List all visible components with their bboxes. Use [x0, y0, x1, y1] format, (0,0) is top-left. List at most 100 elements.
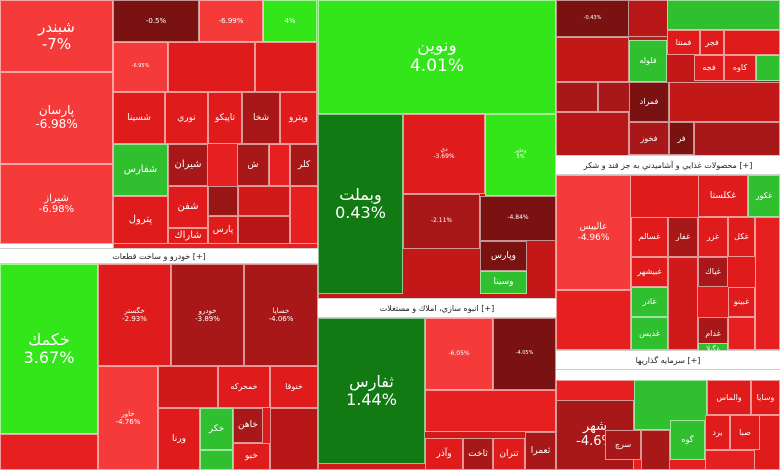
tile-change-label: -6.98%	[38, 204, 75, 215]
treemap-tile[interactable]: فمنتا	[667, 30, 700, 55]
treemap-tile[interactable]: خودرو -3.89%	[171, 264, 244, 366]
treemap-tile[interactable]: وبملت 0.43%	[318, 114, 403, 294]
treemap-tile[interactable]: خنوقا	[270, 366, 318, 408]
treemap-tile[interactable]: غديس	[631, 317, 668, 350]
treemap-tile[interactable]: فخوز	[629, 122, 669, 155]
treemap-tile[interactable]: -0.43%	[556, 0, 629, 37]
tile-symbol: ثعمرا	[530, 445, 551, 456]
tile-symbol: غياك	[705, 267, 721, 277]
treemap-tile[interactable]: -6.95%	[113, 42, 168, 92]
treemap-tile[interactable]: ونوين 4.01%	[318, 0, 556, 114]
sector-header[interactable]: محصولات غذايي و آشاميدني به جز قند و شكر…	[556, 155, 780, 175]
treemap-cell-unlabeled	[556, 37, 629, 82]
treemap-tile[interactable]: غسالم	[631, 217, 668, 257]
treemap-tile[interactable]: فجه	[694, 55, 724, 81]
treemap-tile[interactable]: فلوله	[629, 40, 667, 82]
tile-change-label: -7%	[41, 35, 72, 53]
treemap-tile[interactable]: غكل	[728, 217, 755, 257]
treemap-tile[interactable]: شيران	[168, 144, 208, 186]
treemap-tile[interactable]: ثعمرا	[525, 432, 556, 470]
treemap-tile[interactable]: خبو	[233, 443, 270, 470]
treemap-tile[interactable]: عالييس -4.96%	[556, 175, 631, 290]
treemap-tile[interactable]: خاهن	[233, 408, 263, 443]
treemap-tile[interactable]: خساپا -4.06%	[244, 264, 318, 366]
treemap-tile[interactable]: -4.84%	[480, 196, 556, 241]
treemap-tile[interactable]: شسينا	[113, 92, 165, 144]
tile-symbol: خكمك	[28, 329, 70, 349]
treemap-tile[interactable]: غادر	[631, 287, 668, 317]
treemap-tile[interactable]: پترول	[113, 196, 168, 244]
treemap-cell-unlabeled	[158, 366, 218, 408]
treemap-tile[interactable]: فجر	[700, 30, 724, 55]
sector-header[interactable]: سرمايه گذاريها [+]	[556, 350, 780, 370]
treemap-tile[interactable]: وسينا	[480, 271, 527, 294]
treemap-tile[interactable]: شاراك	[168, 228, 208, 244]
treemap-tile[interactable]: خاور -4.76%	[98, 366, 158, 470]
treemap-tile[interactable]: كاوه	[724, 55, 756, 81]
tile-change-label: 4.01%	[409, 56, 464, 76]
treemap-tile[interactable]: والماس	[707, 380, 751, 415]
treemap-tile[interactable]: تاپيكو	[208, 92, 242, 144]
treemap-tile[interactable]: وسايا	[751, 380, 780, 415]
treemap-tile[interactable]: شيراز -6.98%	[0, 164, 113, 244]
treemap-tile[interactable]: ورنا	[158, 408, 200, 470]
treemap-tile[interactable]: -6.99%	[199, 0, 263, 42]
treemap-tile[interactable]	[255, 42, 317, 92]
treemap-tile[interactable]: غياك	[698, 257, 728, 287]
treemap-tile[interactable]: پارس	[208, 216, 238, 244]
treemap-tile[interactable]: شفن	[168, 186, 208, 228]
tile-symbol: والماس	[716, 392, 742, 402]
treemap-tile[interactable]: -6.05%	[425, 318, 493, 390]
treemap-tile[interactable]: غبينو	[728, 287, 755, 317]
treemap-tile[interactable]: وآذر	[425, 438, 463, 470]
treemap-tile[interactable]: فمراد	[629, 82, 669, 122]
treemap-tile[interactable]: فر	[669, 122, 694, 155]
sector-header[interactable]: خودرو و ساخت قطعات [+]	[0, 248, 318, 264]
treemap-tile[interactable]: غبيشهر	[631, 257, 668, 287]
treemap-tile[interactable]: غكور	[748, 175, 780, 217]
treemap-tile[interactable]: پارسان -6.98%	[0, 72, 113, 164]
tile-symbol: سرچ	[614, 440, 632, 450]
treemap-tile[interactable]: خكر	[200, 408, 233, 450]
treemap-tile[interactable]: ثفارس 1.44%	[318, 318, 425, 464]
treemap-tile[interactable]: غزر	[698, 217, 728, 257]
tile-symbol: خاهن	[238, 420, 258, 431]
treemap-tile[interactable]: ثاخت	[463, 438, 493, 470]
treemap-tile[interactable]: -4.05%	[493, 318, 556, 390]
treemap-tile[interactable]: -0.5%	[113, 0, 199, 42]
treemap-tile[interactable]: خكمك 3.67%	[0, 264, 98, 434]
treemap-tile[interactable]: وپارس	[480, 241, 527, 271]
tile-symbol: فخوز	[640, 133, 658, 143]
treemap-tile[interactable]: خمحركه	[218, 366, 270, 408]
treemap-cell-unlabeled	[669, 82, 780, 122]
treemap-tile[interactable]: 4%	[263, 0, 317, 42]
treemap-tile[interactable]: تنران	[493, 438, 525, 470]
treemap-tile[interactable]: وخاور 5%	[485, 114, 556, 196]
tile-symbol: غكلستا	[709, 190, 737, 201]
treemap-tile[interactable]	[168, 42, 255, 92]
treemap-tile[interactable]: كلر	[290, 144, 318, 186]
treemap-tile[interactable]: ش	[237, 144, 269, 186]
treemap-tile[interactable]: دي -3.69%	[403, 114, 485, 194]
treemap-tile[interactable]: -2.11%	[403, 194, 480, 249]
treemap-tile[interactable]: برد	[705, 415, 730, 450]
treemap-tile[interactable]: خگستر -2.93%	[98, 264, 171, 366]
treemap-tile[interactable]: نوري	[165, 92, 208, 144]
tile-symbol: تنران	[499, 448, 519, 459]
treemap-tile[interactable]	[556, 82, 598, 112]
treemap-tile[interactable]: شفارس	[113, 144, 168, 196]
treemap-tile[interactable]: غكلستا	[698, 175, 748, 217]
treemap-tile[interactable]: وپترو	[280, 92, 317, 144]
tile-change-label: -4.6%	[576, 434, 614, 449]
tile-change-label: 1.44%	[346, 390, 397, 409]
tile-change-label: -4.84%	[507, 214, 529, 222]
treemap-tile[interactable]: شبندر -7%	[0, 0, 113, 72]
tile-symbol: شسينا	[127, 112, 151, 123]
treemap-tile[interactable]: صبا	[730, 415, 760, 450]
treemap-tile[interactable]	[598, 82, 630, 112]
treemap-tile[interactable]: سرچ	[605, 430, 641, 460]
treemap-tile[interactable]: غفار	[668, 217, 698, 257]
treemap-tile[interactable]: گوه	[670, 420, 705, 460]
sector-header[interactable]: انبوه سازي، املاك و مستغلات [+]	[318, 298, 556, 318]
treemap-tile[interactable]: شخا	[242, 92, 280, 144]
